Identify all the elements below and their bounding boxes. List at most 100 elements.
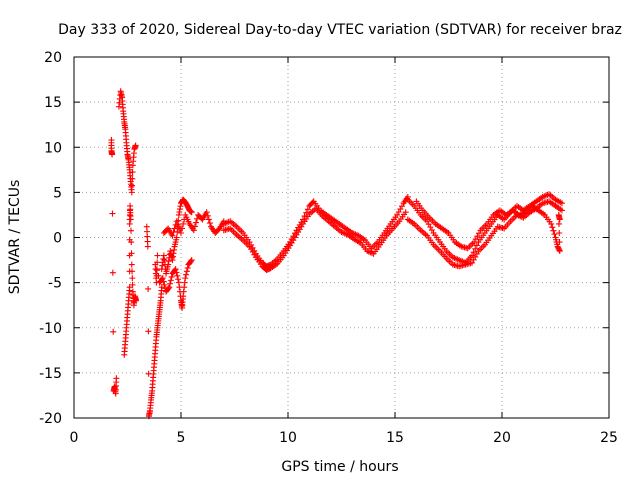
data-point-early-fall bbox=[127, 227, 134, 234]
data-point-cluster-c bbox=[171, 225, 178, 232]
data-point-early-fall bbox=[128, 261, 135, 268]
data-point-cluster-b bbox=[187, 258, 194, 265]
data-point-cluster-b bbox=[160, 278, 167, 285]
data-point-cluster-b bbox=[161, 281, 168, 288]
data-point-cluster-c bbox=[205, 216, 212, 223]
data-point-main-c bbox=[469, 252, 476, 259]
data-point-early-fall bbox=[129, 275, 136, 282]
data-point-early-rise bbox=[128, 189, 135, 196]
data-point-cluster-b bbox=[172, 266, 179, 273]
data-point-plunge bbox=[153, 272, 160, 279]
x-axis-label: GPS time / hours bbox=[281, 459, 398, 475]
x-tick-label: 15 bbox=[386, 430, 404, 446]
data-point-early-isolated bbox=[113, 375, 120, 382]
data-point-cluster-b bbox=[166, 284, 173, 291]
data-point-cluster-b bbox=[188, 257, 195, 264]
data-point-early-fall bbox=[128, 239, 135, 246]
data-point-main-c bbox=[558, 200, 565, 207]
data-point-cluster-b bbox=[184, 264, 191, 271]
data-point-main-a bbox=[309, 199, 316, 206]
data-point-early-fall bbox=[133, 297, 140, 304]
chart-title: Day 333 of 2020, Sidereal Day-to-day VTE… bbox=[58, 22, 622, 38]
data-point-cluster-c bbox=[206, 220, 213, 227]
data-point-early-rise bbox=[129, 175, 136, 182]
tick-labels: 0 5 10 15 20 25 -20 -15 -10 -5 0 5 10 15 20 bbox=[39, 50, 618, 446]
y-tick-label: -5 bbox=[48, 276, 62, 292]
data-point-cluster-b bbox=[165, 285, 172, 292]
data-point-main-e bbox=[548, 220, 555, 227]
data-point-cluster-c bbox=[178, 229, 184, 236]
data-point-main-c bbox=[473, 242, 480, 249]
data-point-plunge bbox=[144, 243, 151, 250]
data-points bbox=[108, 88, 565, 420]
data-point-early-fall bbox=[127, 216, 134, 223]
data-point-main-b bbox=[402, 209, 409, 216]
data-point-plunge bbox=[154, 252, 161, 259]
data-point-early-fall bbox=[128, 250, 135, 257]
data-point-cluster-c bbox=[191, 223, 198, 230]
data-point-cluster-c bbox=[179, 225, 186, 232]
data-point-early-isolated bbox=[109, 210, 116, 217]
data-point-cluster-c bbox=[174, 221, 181, 228]
x-tick-label: 5 bbox=[177, 430, 186, 446]
x-tick-label: 0 bbox=[70, 430, 79, 446]
data-point-cluster-c bbox=[203, 209, 210, 216]
data-point-cluster-c bbox=[192, 219, 199, 226]
y-tick-label: 20 bbox=[44, 50, 62, 66]
data-point-cluster-b bbox=[167, 277, 174, 284]
data-point-early-isolated bbox=[110, 328, 117, 335]
data-point-cluster-b bbox=[167, 280, 174, 287]
data-point-cluster-c bbox=[204, 212, 211, 219]
data-point-cluster-c bbox=[180, 220, 187, 227]
data-point-main-e bbox=[556, 248, 563, 255]
data-point-cluster-b bbox=[183, 268, 190, 275]
data-point-early-rise bbox=[132, 142, 139, 149]
y-tick-label: 15 bbox=[44, 95, 62, 111]
y-tick-label: 5 bbox=[53, 185, 62, 201]
data-point-cluster-b bbox=[175, 276, 182, 283]
y-tick-label: -15 bbox=[39, 366, 62, 382]
data-point-cluster-c bbox=[170, 229, 177, 236]
data-point-early-fall bbox=[129, 268, 136, 275]
data-point-early-isolated bbox=[109, 151, 116, 158]
data-point-cluster-b bbox=[182, 275, 189, 282]
data-point-main-e bbox=[550, 227, 557, 234]
data-point-cluster-b bbox=[174, 272, 181, 279]
y-axis-label: SDTVAR / TECUs bbox=[7, 180, 23, 295]
data-point-cluster-c bbox=[190, 227, 197, 234]
data-point-main-c bbox=[472, 245, 479, 252]
data-point-main-e bbox=[556, 239, 563, 246]
data-point-cluster-c bbox=[175, 224, 182, 231]
data-point-main-e bbox=[556, 216, 563, 223]
data-point-cluster-b bbox=[159, 275, 166, 282]
data-point-cluster-b bbox=[173, 269, 180, 276]
x-tick-label: 25 bbox=[600, 430, 618, 446]
y-tick-label: -20 bbox=[39, 411, 62, 427]
data-point-main-d bbox=[558, 207, 565, 214]
data-point-cluster-c bbox=[173, 218, 180, 225]
data-point-early-rise bbox=[129, 169, 136, 176]
data-point-main-a bbox=[304, 206, 311, 213]
data-point-cluster-b bbox=[168, 273, 175, 280]
data-point-early-fall bbox=[129, 281, 136, 288]
data-point-plunge bbox=[154, 259, 161, 266]
data-point-early-isolated bbox=[109, 269, 116, 276]
x-tick-label: 20 bbox=[493, 430, 511, 446]
y-tick-label: -10 bbox=[39, 321, 62, 337]
y-tick-label: 0 bbox=[53, 231, 62, 247]
data-point-plunge bbox=[145, 328, 152, 335]
data-point-main-e bbox=[551, 231, 558, 238]
x-tick-label: 10 bbox=[279, 430, 297, 446]
data-point-main-e bbox=[549, 224, 556, 231]
data-point-cluster-c bbox=[169, 232, 176, 239]
plot-frame bbox=[73, 56, 610, 419]
data-point-main-c bbox=[470, 249, 477, 256]
data-point-main-e bbox=[555, 220, 562, 227]
data-point-main-e bbox=[556, 229, 563, 236]
data-point-cluster-a bbox=[188, 209, 195, 216]
grid bbox=[74, 57, 609, 418]
data-point-cluster-a bbox=[173, 234, 180, 241]
y-tick-label: 10 bbox=[44, 140, 62, 156]
